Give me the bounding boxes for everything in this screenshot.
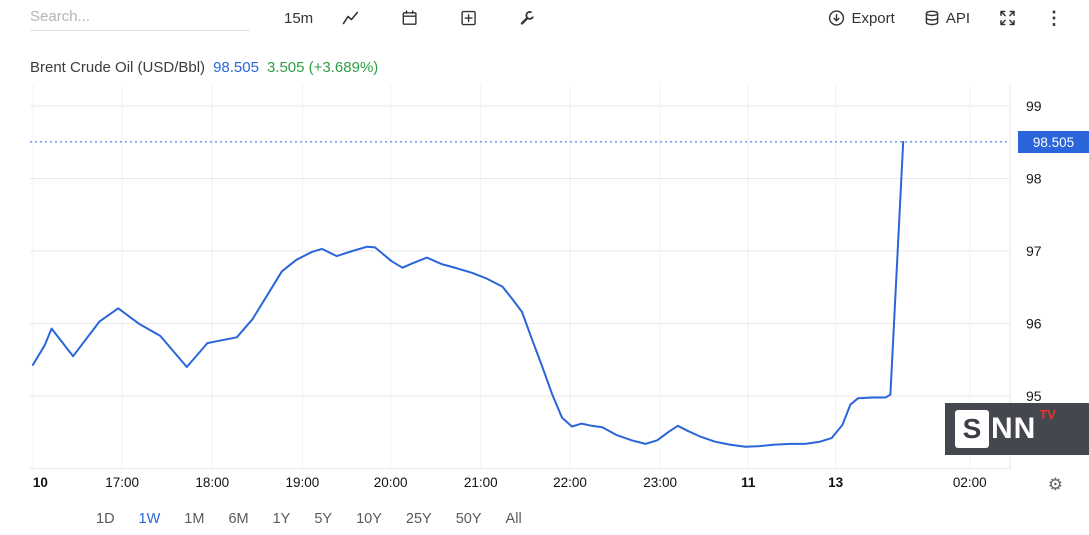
line-chart-icon bbox=[341, 10, 360, 27]
header-change: 3.505 (+3.689%) bbox=[266, 59, 379, 76]
svg-text:99: 99 bbox=[1026, 98, 1042, 114]
svg-text:21:00: 21:00 bbox=[464, 475, 498, 490]
svg-text:17:00: 17:00 bbox=[105, 475, 139, 490]
svg-text:22:00: 22:00 bbox=[553, 475, 587, 490]
svg-text:95: 95 bbox=[1026, 388, 1042, 404]
chart-type-button[interactable] bbox=[341, 10, 360, 27]
svg-text:23:00: 23:00 bbox=[643, 475, 677, 490]
snn-tv-logo: S NN TV bbox=[945, 403, 1089, 455]
add-indicator-button[interactable] bbox=[459, 9, 478, 27]
snn-logo-text: NN bbox=[991, 412, 1037, 445]
export-label: Export bbox=[851, 9, 895, 27]
timeframe-all[interactable]: All bbox=[505, 510, 522, 527]
search-input[interactable] bbox=[30, 5, 250, 31]
timeframe-25y[interactable]: 25Y bbox=[405, 510, 432, 527]
timeframe-10y[interactable]: 10Y bbox=[356, 510, 382, 527]
svg-text:19:00: 19:00 bbox=[286, 475, 320, 490]
snn-tv-badge: TV bbox=[1039, 407, 1056, 422]
timeframe-1w[interactable]: 1W bbox=[138, 510, 161, 527]
fullscreen-button[interactable] bbox=[998, 9, 1017, 27]
export-icon bbox=[827, 9, 846, 27]
fullscreen-icon bbox=[998, 9, 1017, 27]
toolbar: 15m bbox=[0, 0, 1089, 32]
api-button[interactable]: API bbox=[923, 9, 970, 27]
svg-text:97: 97 bbox=[1026, 243, 1042, 259]
svg-text:96: 96 bbox=[1026, 316, 1042, 332]
database-icon bbox=[923, 9, 941, 27]
svg-text:20:00: 20:00 bbox=[374, 475, 408, 490]
svg-text:13: 13 bbox=[828, 475, 844, 490]
svg-text:10: 10 bbox=[33, 475, 48, 490]
price-chart[interactable]: 95 96 97 98 99 10 17:00 18:00 19:00 20:00 21:00 22:… bbox=[0, 85, 1089, 500]
last-price-tag: 98.505 bbox=[1018, 131, 1089, 153]
snn-logo-letter: S bbox=[955, 410, 989, 448]
settings-gear-icon[interactable]: ⚙ bbox=[1047, 475, 1063, 494]
instrument-title: Brent Crude Oil (USD/Bbl) bbox=[30, 59, 206, 76]
calendar-button[interactable] bbox=[400, 9, 419, 27]
svg-text:98: 98 bbox=[1026, 171, 1042, 187]
tools-button[interactable] bbox=[518, 9, 536, 27]
plus-square-icon bbox=[459, 9, 478, 27]
interval-button[interactable]: 15m bbox=[284, 9, 314, 27]
svg-text:11: 11 bbox=[741, 475, 756, 490]
svg-text:02:00: 02:00 bbox=[953, 475, 987, 490]
wrench-icon bbox=[518, 9, 536, 27]
timeframe-5y[interactable]: 5Y bbox=[314, 510, 333, 527]
timeframe-1m[interactable]: 1M bbox=[184, 510, 205, 527]
header-price: 98.505 bbox=[213, 59, 259, 76]
chart-tools bbox=[341, 9, 536, 27]
timeframe-bar: 1D 1W 1M 6M 1Y 5Y 10Y 25Y 50Y All bbox=[96, 502, 522, 535]
calendar-icon bbox=[400, 9, 419, 27]
export-button[interactable]: Export bbox=[827, 9, 895, 27]
more-menu-button[interactable]: ⋮ bbox=[1045, 8, 1063, 28]
timeframe-6m[interactable]: 6M bbox=[228, 510, 249, 527]
timeframe-1d[interactable]: 1D bbox=[96, 510, 115, 527]
timeframe-50y[interactable]: 50Y bbox=[455, 510, 482, 527]
timeframe-1y[interactable]: 1Y bbox=[272, 510, 291, 527]
api-label: API bbox=[945, 9, 970, 27]
svg-text:18:00: 18:00 bbox=[195, 475, 229, 490]
chart-header: Brent Crude Oil (USD/Bbl) 98.505 3.505 (… bbox=[30, 59, 378, 76]
toolbar-right: Export API ⋮ bbox=[827, 9, 1063, 27]
